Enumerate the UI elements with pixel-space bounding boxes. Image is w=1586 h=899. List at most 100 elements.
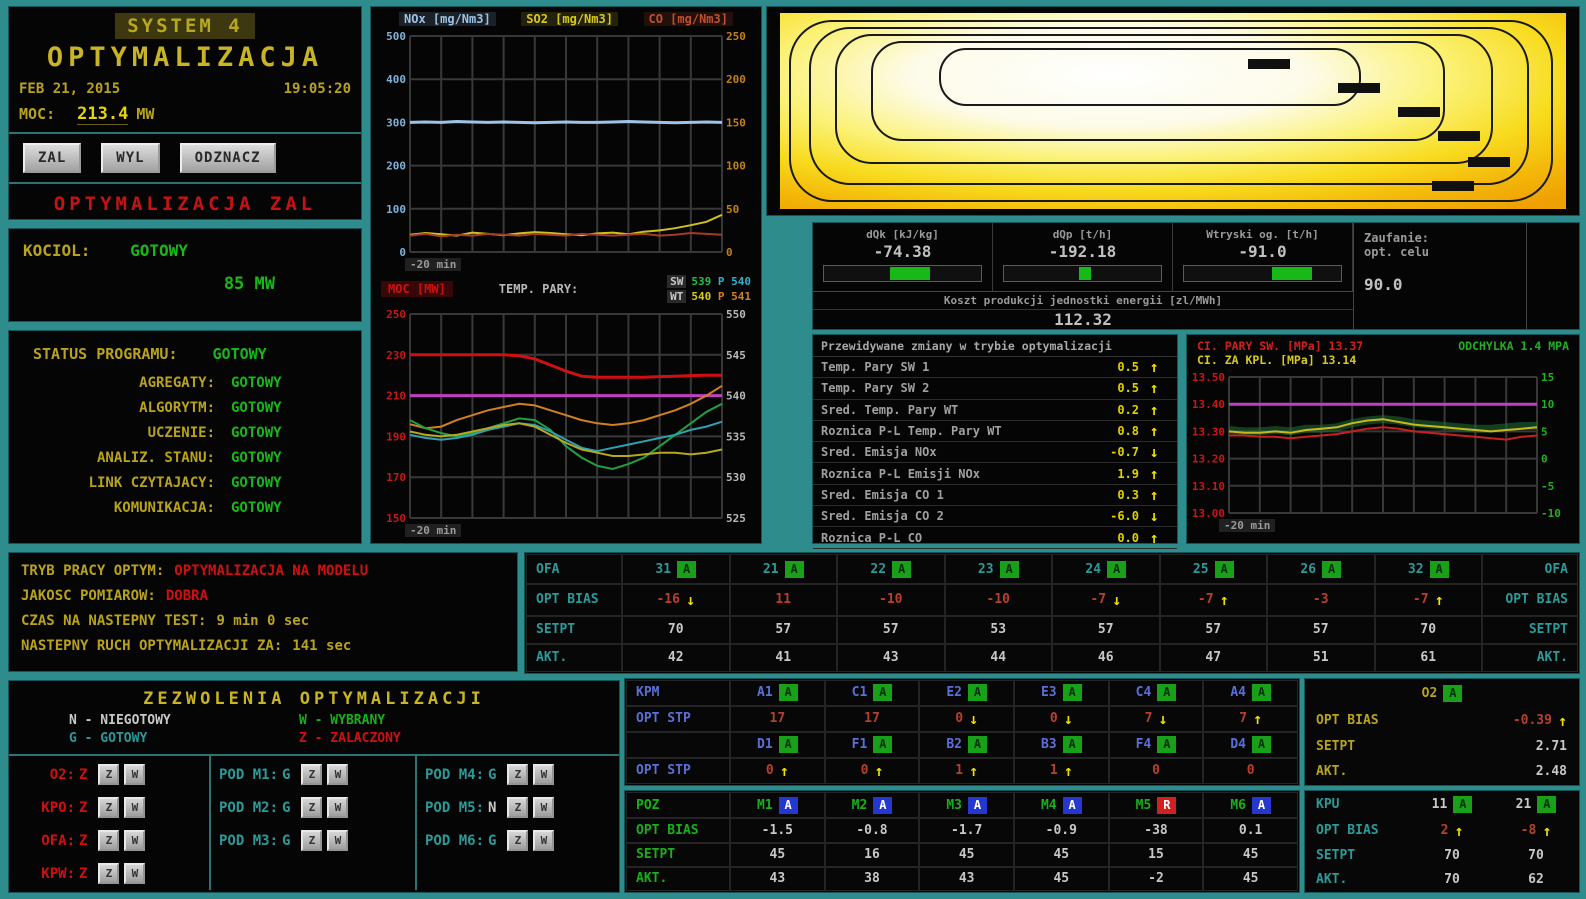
gauge-slider <box>1183 265 1342 282</box>
svg-text:50: 50 <box>726 203 739 216</box>
cell-text: OPT STP <box>636 711 691 727</box>
cell-text: 42 <box>667 650 684 666</box>
cell-text: 45 <box>1053 847 1070 863</box>
arrow-up-icon: ↑ <box>1557 711 1567 730</box>
perm-label: POD M2: <box>219 799 279 816</box>
perm-btn-w[interactable]: W <box>124 830 146 851</box>
perm-btn-z[interactable]: Z <box>301 830 323 851</box>
svg-text:300: 300 <box>386 116 406 129</box>
cell-text: -0.8 <box>856 822 888 838</box>
boiler-status: GOTOWY <box>130 241 188 260</box>
arrow-up-icon: ↑ <box>779 761 789 780</box>
ofa-cell: 46 <box>1052 643 1160 672</box>
perm-btn-w[interactable]: W <box>533 764 555 785</box>
cell-text: SETPT <box>636 847 676 863</box>
cell-text: -3 <box>1312 592 1329 608</box>
status-row-label: ALGORYTM: <box>139 400 215 416</box>
perm-btn-w[interactable]: W <box>124 797 146 818</box>
perm-btn-z[interactable]: Z <box>507 797 529 818</box>
kpm-cell: 0 ↑ <box>730 757 825 784</box>
perm-label: KPO: <box>41 799 75 816</box>
cell-text: 45 <box>958 847 975 863</box>
cell-text: C1 <box>851 685 868 701</box>
permission-group: POD M1: G Z W POD M2: G Z W POD M3: G Z W <box>209 756 415 890</box>
poz-cell: POZ <box>626 792 730 819</box>
status-row: ANALIZ. STANU: GOTOWY <box>19 450 351 475</box>
temp-legend-value: 540 <box>691 290 712 303</box>
svg-text:100: 100 <box>386 203 406 216</box>
button-zal[interactable]: ZAL <box>23 143 82 173</box>
temp-legend-row: SW 539 P 540 <box>667 274 751 289</box>
perm-state: G <box>282 832 291 849</box>
status-row-value: GOTOWY <box>231 500 282 516</box>
perm-state: Z <box>79 766 88 783</box>
button-wyl[interactable]: WYL <box>101 143 160 173</box>
permission-row: POD M6: G Z W <box>425 824 615 857</box>
arrow-up-icon: ↑ <box>1542 821 1552 840</box>
perm-btn-z[interactable]: Z <box>507 764 529 785</box>
contour-line-1 <box>789 20 1553 202</box>
perm-btn-z[interactable]: Z <box>301 764 323 785</box>
perm-btn-z[interactable]: Z <box>301 797 323 818</box>
svg-text:210: 210 <box>386 390 406 403</box>
perm-btn-z[interactable]: Z <box>98 797 120 818</box>
power-temp-xaxis: -20 min <box>373 524 759 538</box>
ofa-cell: 11 <box>729 584 837 616</box>
predicted-change-row: Sred. Emisja CO 1 0.3 ↑ <box>813 485 1177 507</box>
perm-btn-z[interactable]: Z <box>98 863 120 884</box>
program-status-label: STATUS PROGRAMU: <box>33 345 178 363</box>
cell-text: 45 <box>1053 871 1070 887</box>
perm-btn-w[interactable]: W <box>327 830 349 851</box>
gauge-cell: dQk [kJ/kg] -74.38 <box>813 223 993 291</box>
perm-btn-w[interactable]: W <box>533 830 555 851</box>
cell-text: SETPT <box>1528 622 1568 638</box>
permission-row: O2: Z Z W <box>17 758 205 791</box>
perm-btn-w[interactable]: W <box>533 797 555 818</box>
poz-cell: 15 <box>1108 842 1204 867</box>
predicted-changes-panel: Przewidywane zmiany w trybie optymalizac… <box>812 334 1178 549</box>
poz-cell: M6 A <box>1203 792 1298 819</box>
gauge-cell: dQp [t/h] -192.18 <box>993 223 1173 291</box>
perm-btn-w[interactable]: W <box>124 863 146 884</box>
info-label: JAKOSC POMIAROW: <box>21 588 156 604</box>
predicted-change-row: Temp. Pary SW 2 0.5 ↑ <box>813 378 1177 400</box>
svg-text:200: 200 <box>726 73 746 86</box>
program-status-title: STATUS PROGRAMU: GOTOWY <box>19 345 351 363</box>
cell-text: 70 <box>1444 848 1460 864</box>
status-row: KOMUNIKACJA: GOTOWY <box>19 500 351 525</box>
perm-label: KPW: <box>41 865 75 882</box>
arrow-up-icon: ↑ <box>1149 358 1159 377</box>
cell-text: -2 <box>1148 871 1164 887</box>
o2-cell: AKT. <box>1306 759 1424 784</box>
perm-state: N <box>488 799 497 816</box>
perm-btn-z[interactable]: Z <box>98 764 120 785</box>
cell-text: AKT. <box>1536 650 1568 666</box>
svg-text:500: 500 <box>386 30 406 43</box>
temp-legend-label: TEMP. PARY: <box>498 282 579 296</box>
svg-text:13.50: 13.50 <box>1193 371 1225 384</box>
permissions-title: ZEZWOLENIA OPTYMALIZACJI <box>143 689 485 709</box>
cell-text: 70 <box>1528 848 1544 864</box>
cell-text: M6 <box>1230 797 1246 813</box>
temp-legend-name: WT <box>667 290 687 303</box>
gauge-value: -192.18 <box>1048 242 1117 261</box>
gauge-cell: Wtryski og. [t/h] -91.0 <box>1173 223 1353 291</box>
svg-text:0: 0 <box>399 246 406 258</box>
gauge-label: Wtryski og. [t/h] <box>1206 228 1319 241</box>
chart-legend-item: CO [mg/Nm3] <box>643 12 733 26</box>
cell-text: 17 <box>864 711 880 727</box>
perm-btn-w[interactable]: W <box>327 797 349 818</box>
button-odznacz[interactable]: ODZNACZ <box>179 143 276 173</box>
badge-a: A <box>967 796 987 814</box>
perm-btn-w[interactable]: W <box>327 764 349 785</box>
pressure-dev-readout: ODCHYLKA 1.4 MPA <box>1458 339 1569 353</box>
badge-a: A <box>1429 560 1449 578</box>
badge-a: A <box>1062 684 1082 702</box>
kpm-cell: A4 A <box>1203 680 1298 706</box>
perm-btn-z[interactable]: Z <box>507 830 529 851</box>
poz-cell: M4 A <box>1013 792 1109 819</box>
perm-btn-z[interactable]: Z <box>98 830 120 851</box>
perm-btn-w[interactable]: W <box>124 764 146 785</box>
poz-cell: 43 <box>919 866 1014 891</box>
cell-text: 1 <box>955 763 964 779</box>
